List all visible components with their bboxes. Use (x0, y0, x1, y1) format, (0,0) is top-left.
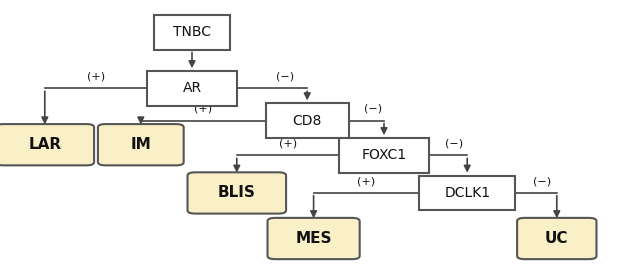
FancyBboxPatch shape (268, 218, 360, 259)
Text: IM: IM (131, 137, 151, 152)
Text: AR: AR (182, 81, 202, 95)
FancyBboxPatch shape (0, 124, 94, 165)
FancyBboxPatch shape (419, 176, 515, 210)
Text: CD8: CD8 (292, 114, 322, 128)
Text: FOXC1: FOXC1 (362, 148, 406, 162)
Text: TNBC: TNBC (173, 25, 211, 39)
Text: (+): (+) (279, 139, 297, 149)
FancyBboxPatch shape (266, 103, 349, 138)
Text: (+): (+) (194, 104, 212, 114)
FancyBboxPatch shape (517, 218, 596, 259)
Text: (+): (+) (357, 176, 376, 186)
Text: LAR: LAR (28, 137, 61, 152)
Text: MES: MES (295, 231, 332, 246)
Text: UC: UC (545, 231, 568, 246)
FancyBboxPatch shape (154, 15, 230, 50)
Text: BLIS: BLIS (218, 185, 256, 200)
FancyBboxPatch shape (147, 71, 237, 106)
Text: DCLK1: DCLK1 (444, 186, 490, 200)
FancyBboxPatch shape (98, 124, 184, 165)
Text: (−): (−) (533, 176, 552, 186)
FancyBboxPatch shape (339, 138, 429, 173)
Text: (−): (−) (445, 139, 463, 149)
Text: (−): (−) (276, 72, 294, 82)
Text: (+): (+) (87, 72, 105, 82)
Text: (−): (−) (364, 104, 382, 114)
FancyBboxPatch shape (188, 172, 286, 214)
